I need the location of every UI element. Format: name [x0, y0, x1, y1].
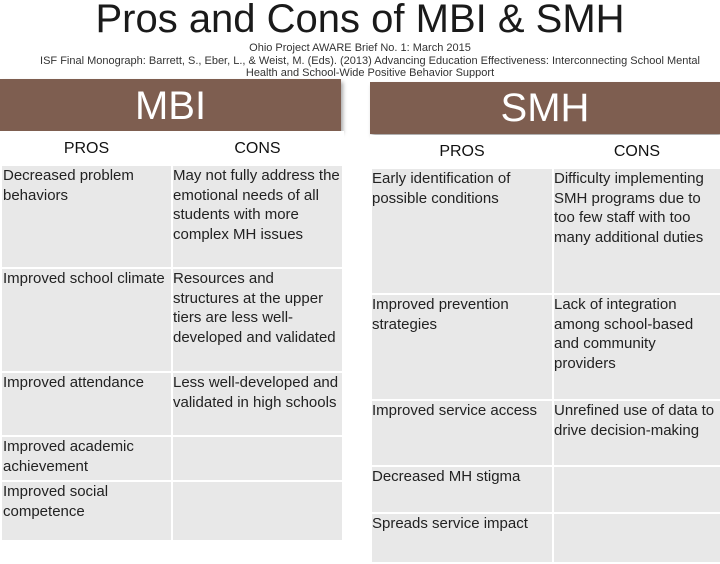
smh-con-cell: Lack of integration among school-based a… — [552, 293, 720, 401]
mbi-table: PROS CONS Decreased problem behaviors Ma… — [0, 131, 344, 542]
smh-con-cell: Unrefined use of data to drive decision-… — [552, 399, 720, 467]
mbi-con-cell — [171, 435, 344, 482]
smh-row: Improved prevention strategies Lack of i… — [370, 293, 720, 401]
smh-pros-header: PROS — [370, 135, 554, 169]
mbi-con-cell: Less well-developed and validated in hig… — [171, 371, 344, 437]
mbi-con-cell: May not fully address the emotional need… — [171, 164, 344, 269]
smh-con-cell — [552, 512, 720, 564]
mbi-header-row: PROS CONS — [0, 131, 344, 166]
citation: ISF Final Monograph: Barrett, S., Eber, … — [40, 55, 700, 78]
mbi-row: Improved school climate Resources and st… — [0, 267, 344, 373]
smh-table: PROS CONS Early identification of possib… — [370, 135, 720, 564]
mbi-con-cell — [171, 480, 344, 542]
smh-row: Improved service access Unrefined use of… — [370, 399, 720, 467]
smh-row: Spreads service impact — [370, 512, 720, 564]
mbi-heading: MBI — [0, 79, 341, 131]
mbi-pro-cell: Improved academic achievement — [0, 435, 173, 482]
brief-label: Ohio Project AWARE Brief No. 1: March 20… — [249, 42, 471, 54]
mbi-row: Decreased problem behaviors May not full… — [0, 164, 344, 269]
mbi-cons-header: CONS — [171, 131, 344, 166]
smh-pro-cell: Improved prevention strategies — [370, 293, 554, 401]
page-title: Pros and Cons of MBI & SMH — [95, 0, 625, 41]
mbi-row: Improved academic achievement — [0, 435, 344, 482]
mbi-pro-cell: Improved attendance — [0, 371, 173, 437]
smh-heading: SMH — [370, 82, 720, 134]
mbi-row: Improved social competence — [0, 480, 344, 542]
smh-con-cell — [552, 465, 720, 514]
mbi-pro-cell: Improved social competence — [0, 480, 173, 542]
smh-pro-cell: Improved service access — [370, 399, 554, 467]
mbi-con-cell: Resources and structures at the upper ti… — [171, 267, 344, 373]
smh-pro-cell: Early identification of possible conditi… — [370, 167, 554, 295]
smh-con-cell: Difficulty implementing SMH programs due… — [552, 167, 720, 295]
mbi-pros-header: PROS — [0, 131, 173, 166]
smh-cons-header: CONS — [552, 135, 720, 169]
mbi-pro-cell: Improved school climate — [0, 267, 173, 373]
mbi-pro-cell: Decreased problem behaviors — [0, 164, 173, 269]
smh-row: Decreased MH stigma — [370, 465, 720, 514]
smh-pro-cell: Decreased MH stigma — [370, 465, 554, 514]
smh-pro-cell: Spreads service impact — [370, 512, 554, 564]
smh-row: Early identification of possible conditi… — [370, 167, 720, 295]
smh-header-row: PROS CONS — [370, 135, 720, 169]
mbi-row: Improved attendance Less well-developed … — [0, 371, 344, 437]
